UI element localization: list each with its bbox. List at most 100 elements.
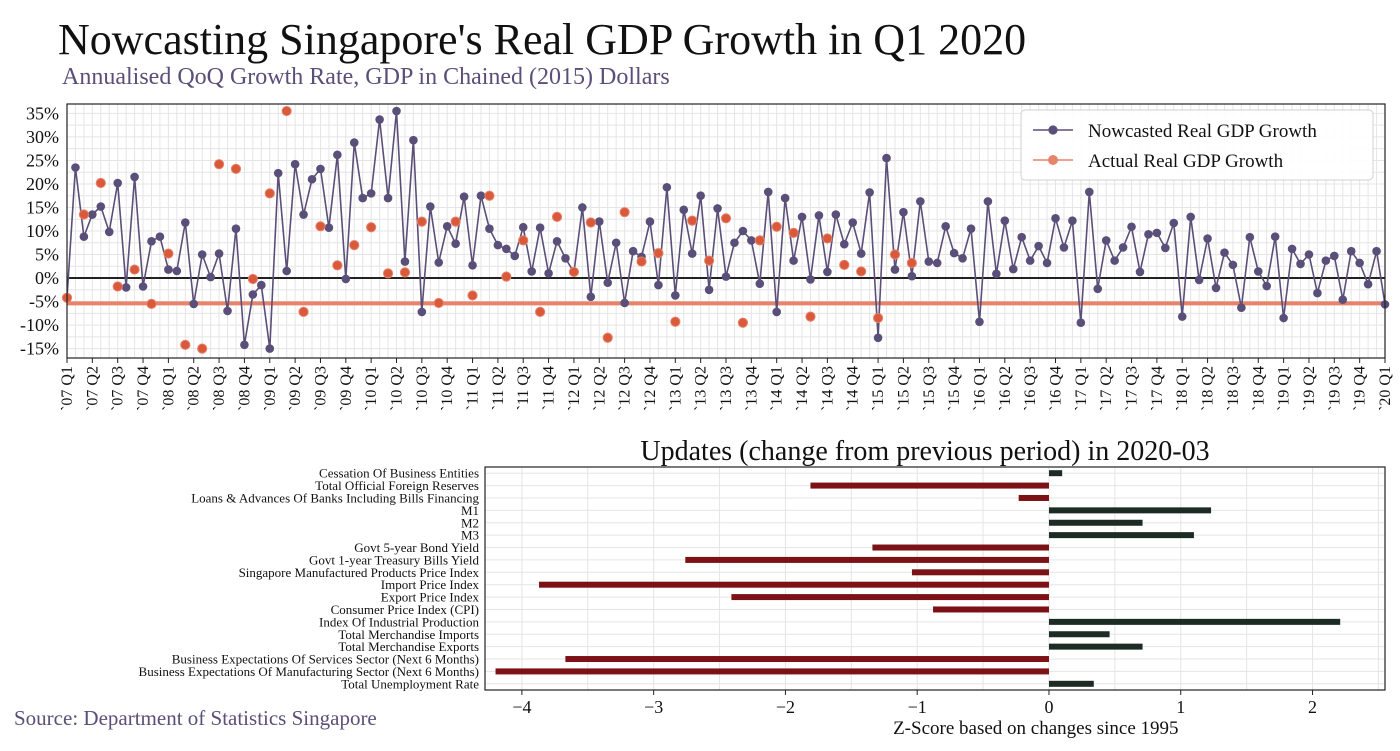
bar	[1048, 507, 1212, 514]
nowcast-point	[1084, 187, 1094, 197]
actual-point	[704, 255, 715, 266]
x-tick-label: `15 Q4	[946, 366, 963, 411]
bar	[731, 594, 1049, 601]
actual-point	[906, 257, 917, 269]
actual-point	[839, 259, 850, 270]
nowcast-point	[121, 283, 131, 292]
bar	[495, 668, 1049, 675]
category-label: Govt 5-year Bond Yield	[354, 540, 479, 555]
nowcast-point	[544, 269, 553, 278]
nowcast-point	[671, 291, 680, 300]
nowcast-point	[214, 249, 224, 258]
nowcast-point	[865, 188, 874, 197]
y-tick-label: -10%	[20, 315, 59, 335]
actual-point	[213, 159, 225, 170]
category-label: Export Price Index	[381, 590, 480, 605]
actual-point	[568, 266, 580, 278]
x-tick-label: 2	[1308, 697, 1317, 717]
x-tick-label: `17 Q1	[1073, 366, 1090, 411]
nowcast-point	[197, 250, 207, 259]
actual-point	[805, 311, 816, 322]
nowcast-point	[1321, 256, 1331, 265]
y-tick-label: 5%	[35, 245, 59, 265]
x-tick-label: `18 Q2	[1200, 366, 1217, 411]
nowcast-point	[468, 261, 477, 270]
nowcast-point	[316, 164, 325, 174]
bar	[933, 606, 1049, 613]
nowcast-point	[341, 274, 351, 284]
x-tick-label: `19 Q2	[1301, 366, 1318, 411]
nowcast-point	[1008, 264, 1018, 274]
actual-point	[450, 216, 461, 227]
nowcast-point	[924, 257, 934, 266]
category-label: M2	[461, 515, 479, 530]
nowcast-point	[358, 193, 368, 203]
actual-point	[416, 216, 427, 227]
nowcast-point	[248, 290, 258, 299]
bar	[1048, 631, 1110, 638]
actual-point	[585, 217, 596, 228]
category-label: M1	[461, 503, 479, 518]
nowcast-point	[1203, 234, 1212, 243]
nowcast-point	[265, 344, 275, 353]
actual-point	[129, 264, 140, 275]
nowcast-point	[823, 267, 832, 277]
source-note: Source: Department of Statistics Singapo…	[14, 706, 377, 730]
nowcast-point	[966, 224, 976, 233]
actual-point	[180, 339, 191, 350]
actual-point	[636, 256, 647, 267]
actual-point	[720, 213, 732, 224]
x-tick-label: `12 Q4	[642, 366, 659, 411]
nowcast-point	[434, 258, 444, 267]
nowcast-point	[654, 280, 663, 290]
actual-point	[332, 260, 343, 271]
nowcast-point	[679, 205, 689, 215]
nowcast-point	[527, 267, 536, 276]
x-tick-label: `08 Q4	[236, 366, 253, 411]
x-tick-label: −2	[776, 697, 795, 717]
x-tick-label: `14 Q4	[845, 366, 862, 411]
nowcast-point	[392, 106, 401, 116]
x-tick-label: −3	[644, 697, 663, 717]
legend-box	[1020, 109, 1374, 181]
bar	[685, 556, 1049, 563]
x-tick-label: `10 Q1	[363, 366, 380, 411]
nowcast-point	[459, 192, 469, 201]
nowcast-point	[797, 212, 807, 222]
actual-point	[197, 343, 208, 354]
category-label: Total Official Foreign Reserves	[315, 478, 479, 493]
nowcast-point	[578, 203, 587, 212]
nowcast-point	[1363, 279, 1373, 289]
nowcast-point	[806, 275, 815, 284]
x-tick-label: `15 Q2	[895, 366, 912, 411]
x-tick-label: `10 Q2	[389, 366, 406, 411]
nowcast-point	[1194, 275, 1204, 285]
x-axis-label: Z-Score based on changes since 1995	[893, 718, 1178, 739]
legend-label-actual: Actual Real GDP Growth	[1088, 151, 1284, 172]
x-tick-label: `12 Q2	[591, 366, 608, 411]
nowcast-point	[687, 249, 697, 258]
nowcast-point	[1262, 281, 1272, 291]
x-tick-label: `09 Q4	[338, 366, 355, 411]
x-tick-label: `11 Q1	[465, 366, 482, 410]
nowcast-point	[104, 227, 114, 237]
x-tick-label: `14 Q2	[794, 366, 811, 411]
actual-point	[535, 306, 546, 318]
nowcast-point	[417, 307, 427, 317]
nowcast-point	[941, 221, 950, 231]
nowcast-point	[155, 232, 165, 241]
x-tick-label: `18 Q1	[1174, 366, 1191, 411]
nowcast-point	[1017, 232, 1027, 242]
nowcast-point	[425, 202, 435, 211]
actual-point	[366, 222, 377, 233]
x-tick-label: `12 Q1	[566, 366, 583, 411]
nowcast-point	[1076, 318, 1086, 328]
x-tick-label: `17 Q2	[1098, 366, 1115, 411]
nowcast-point	[1296, 259, 1305, 269]
y-tick-label: 20%	[26, 174, 59, 194]
nowcast-point	[1304, 250, 1314, 259]
plot-frame	[484, 466, 1386, 691]
nowcast-point	[1270, 232, 1280, 241]
bar	[1048, 519, 1143, 526]
nowcast-point	[79, 232, 89, 241]
